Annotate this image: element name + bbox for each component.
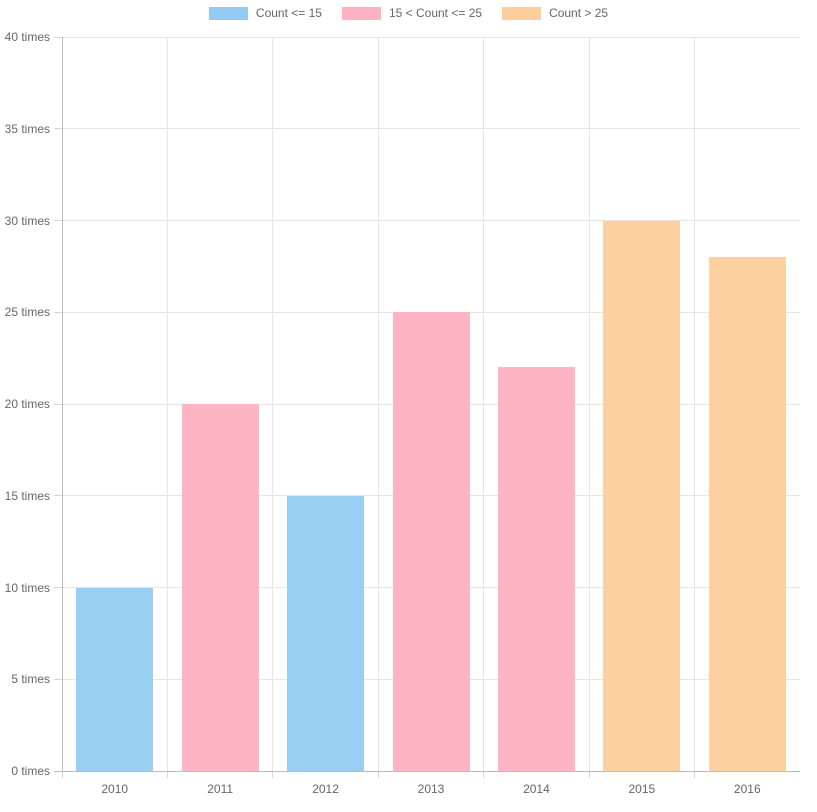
- y-axis-tick: [54, 403, 62, 405]
- legend-label: Count <= 15: [255, 6, 322, 20]
- y-tick-label: 15 times: [4, 488, 50, 503]
- x-axis-tick: [483, 771, 485, 778]
- bar-2015[interactable]: [603, 220, 681, 771]
- y-axis-tick: [54, 36, 62, 38]
- y-axis-tick: [54, 495, 62, 497]
- x-tick-label-2010: 2010: [101, 782, 129, 796]
- y-axis-tick: [54, 770, 62, 772]
- x-axis-tick: [588, 771, 590, 778]
- x-axis-tick: [166, 771, 168, 778]
- x-axis-tick: [272, 771, 274, 778]
- gridline-vertical: [272, 37, 274, 771]
- legend-item-2[interactable]: Count > 25: [502, 6, 608, 20]
- legend-label: Count > 25: [549, 6, 609, 20]
- y-axis-tick: [54, 128, 62, 130]
- y-axis-tick: [54, 587, 62, 588]
- y-tick-label: 10 times: [4, 580, 50, 595]
- gridline-horizontal: [62, 220, 800, 221]
- gridline-vertical: [588, 37, 590, 771]
- y-axis-line: [61, 37, 63, 771]
- y-tick-label: 35 times: [4, 121, 50, 136]
- legend-swatch-icon: [341, 6, 381, 20]
- x-tick-label-2014: 2014: [523, 782, 550, 796]
- gridline-vertical: [483, 37, 485, 771]
- bar-2013[interactable]: [392, 312, 470, 771]
- legend-item-0[interactable]: Count <= 15: [208, 6, 322, 20]
- x-axis-tick: [377, 771, 379, 778]
- gridline-vertical: [694, 37, 696, 771]
- bar-2014[interactable]: [497, 367, 575, 771]
- y-tick-label: 40 times: [4, 30, 50, 44]
- y-axis-tick: [54, 678, 62, 680]
- legend-swatch-icon: [208, 6, 248, 20]
- y-tick-label: 30 times: [4, 213, 50, 228]
- y-axis-tick: [54, 220, 62, 221]
- y-tick-label: 0 times: [11, 764, 50, 778]
- gridline-vertical: [166, 37, 168, 771]
- x-tick-label-2013: 2013: [417, 782, 445, 796]
- x-tick-label-2011: 2011: [207, 782, 234, 796]
- gridline-vertical: [377, 37, 379, 771]
- y-tick-label: 5 times: [11, 672, 50, 687]
- gridline-horizontal: [62, 36, 800, 38]
- bar-2011[interactable]: [181, 404, 259, 771]
- y-axis-tick: [54, 311, 62, 313]
- x-tick-label-2016: 2016: [733, 782, 761, 796]
- x-axis-tick: [694, 771, 696, 778]
- bar-2016[interactable]: [708, 257, 786, 771]
- bar-2012[interactable]: [287, 495, 365, 771]
- y-tick-label: 25 times: [4, 305, 50, 320]
- x-tick-label-2012: 2012: [312, 782, 339, 796]
- chart-legend: Count <= 15 15 < Count <= 25 Count > 25: [0, 6, 817, 20]
- legend-item-1[interactable]: 15 < Count <= 25: [341, 6, 483, 20]
- legend-label: 15 < Count <= 25: [388, 6, 483, 20]
- bar-2010[interactable]: [76, 587, 154, 771]
- x-tick-label-2015: 2015: [628, 782, 656, 796]
- gridline-horizontal: [62, 128, 800, 130]
- x-axis-tick: [61, 771, 63, 778]
- legend-swatch-icon: [502, 6, 542, 20]
- y-tick-label: 20 times: [4, 397, 50, 411]
